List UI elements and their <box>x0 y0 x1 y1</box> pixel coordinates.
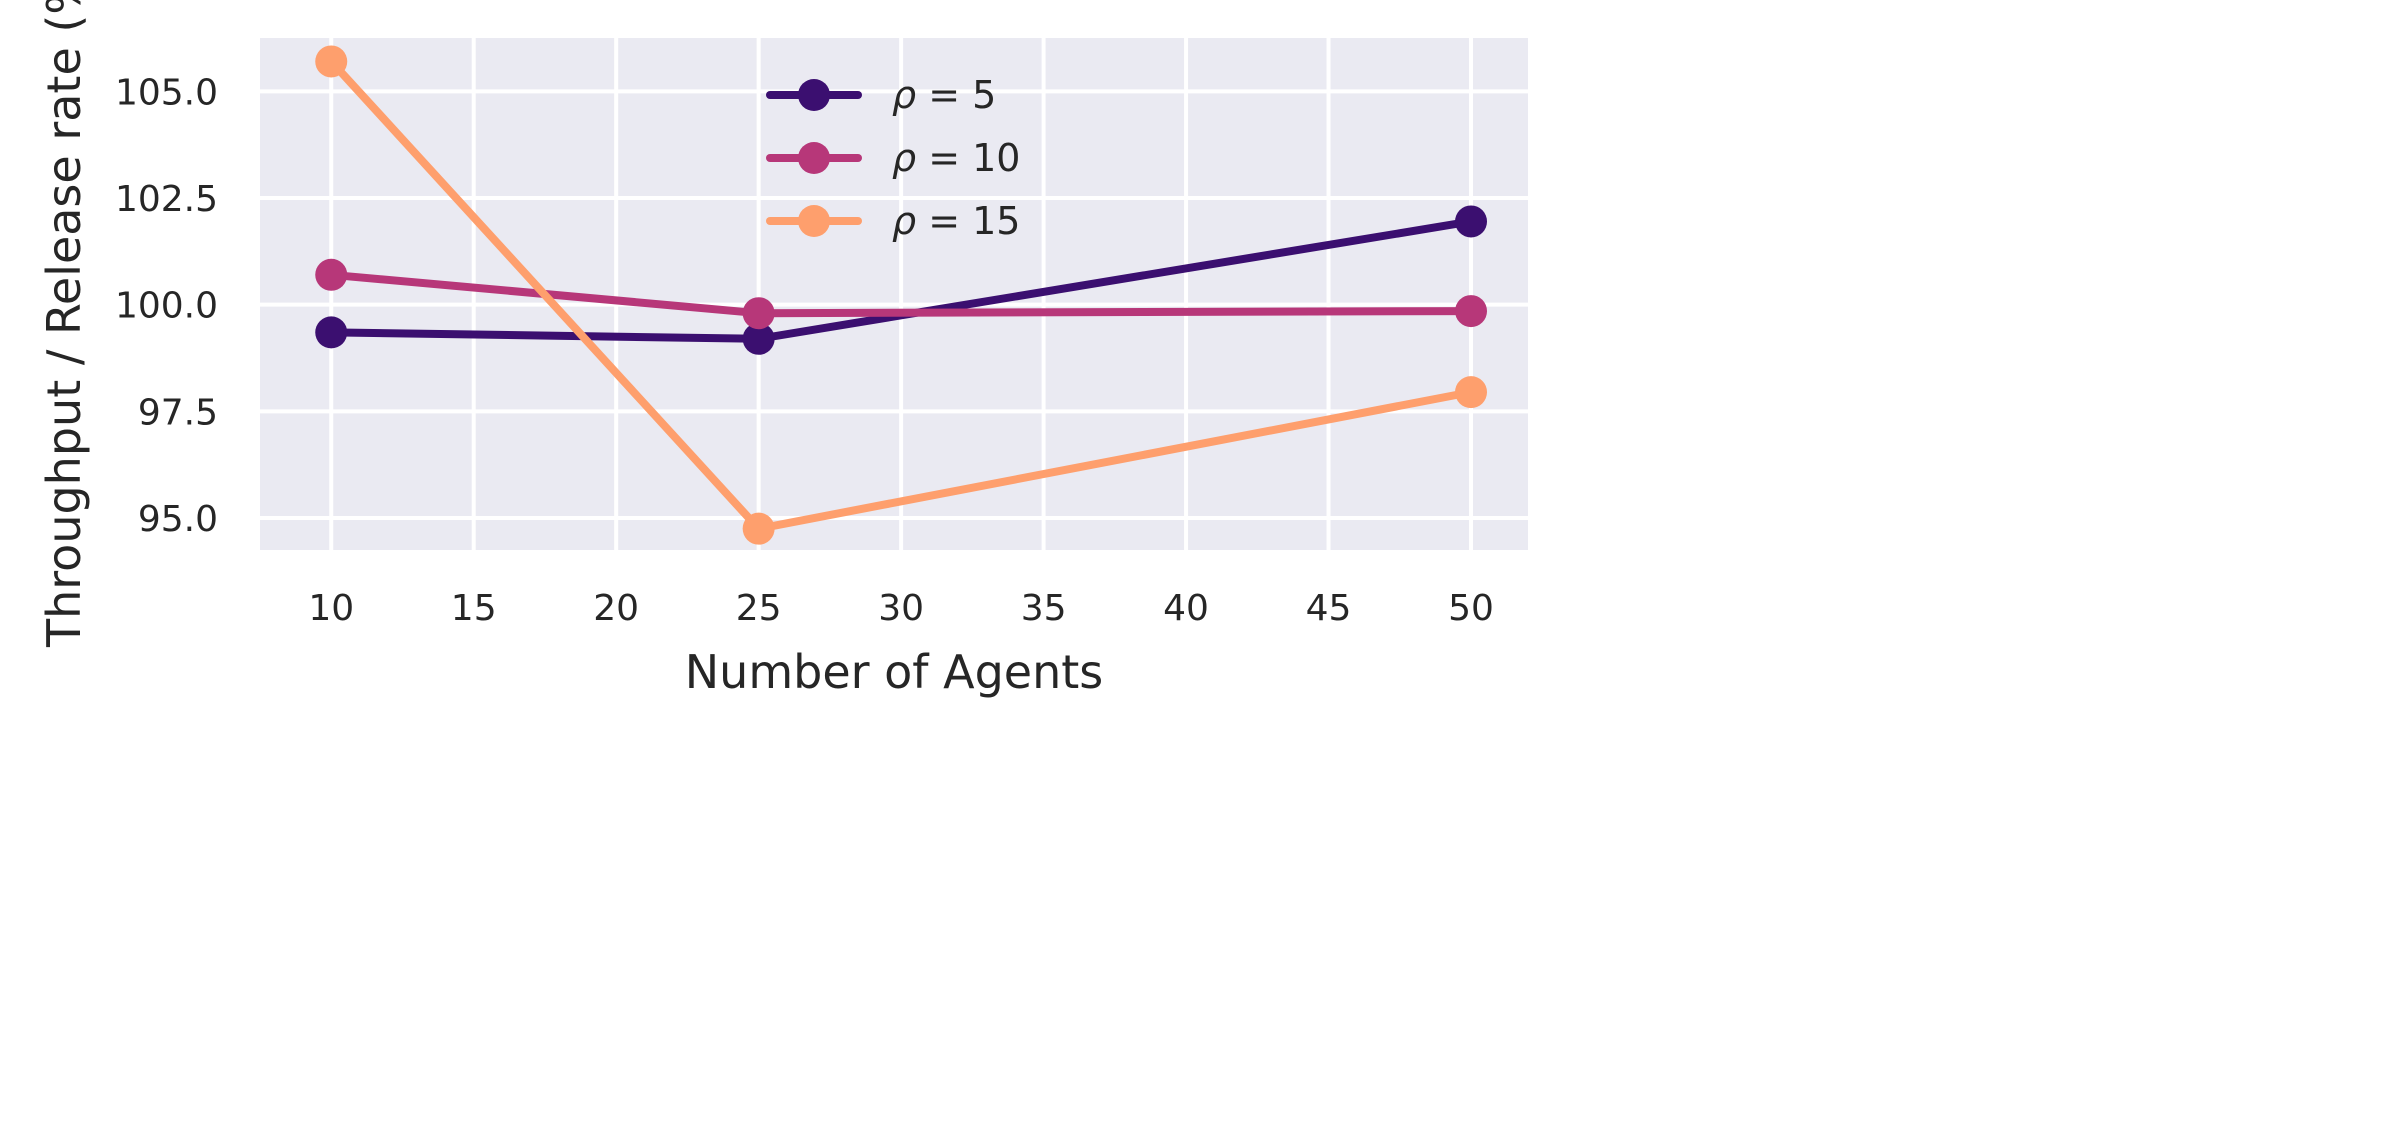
x-tick-label: 50 <box>1448 588 1494 629</box>
legend-label: ρ = 15 <box>892 199 1020 243</box>
x-tick-label: 45 <box>1306 588 1352 629</box>
x-tick-label: 10 <box>308 588 354 629</box>
x-tick-label: 30 <box>878 588 924 629</box>
grid-lines <box>260 38 1528 550</box>
y-axis-title: Throughput / Release rate (%) <box>37 0 91 648</box>
data-point <box>315 258 348 291</box>
y-axis-ticks: 95.0 97.5 100.0 102.5 105.0 <box>115 72 218 540</box>
legend-swatch-marker <box>798 142 830 174</box>
data-point <box>742 297 775 330</box>
data-point <box>1455 295 1488 328</box>
series-layer <box>315 45 1488 545</box>
series-2 <box>315 45 1488 545</box>
y-tick-label: 95.0 <box>138 499 218 540</box>
series-1 <box>315 258 1488 330</box>
data-point <box>315 316 348 349</box>
data-point <box>1455 205 1488 238</box>
series-0 <box>315 205 1488 355</box>
x-tick-label: 25 <box>736 588 782 629</box>
x-axis-ticks: 10 15 20 25 30 35 40 45 50 <box>308 588 1494 629</box>
y-tick-label: 105.0 <box>115 72 218 113</box>
x-tick-label: 40 <box>1163 588 1209 629</box>
legend-swatch-marker <box>798 205 830 237</box>
x-axis-title: Number of Agents <box>685 645 1104 699</box>
legend-item: ρ = 15 <box>766 199 1020 243</box>
x-tick-label: 15 <box>451 588 497 629</box>
chart-svg: 95.0 97.5 100.0 102.5 105.0 10 15 20 25 30 35 40 45… <box>37 0 1528 699</box>
legend-label: ρ = 5 <box>892 73 996 117</box>
data-point <box>1455 376 1488 409</box>
data-point <box>742 322 775 355</box>
legend-item: ρ = 5 <box>766 73 996 117</box>
legend-swatch-marker <box>798 79 830 111</box>
y-tick-label: 97.5 <box>138 392 218 433</box>
legend-item: ρ = 10 <box>766 136 1020 180</box>
legend-label: ρ = 10 <box>892 136 1020 180</box>
line-chart: 95.0 97.5 100.0 102.5 105.0 10 15 20 25 30 35 40 45… <box>0 0 1568 740</box>
y-tick-label: 100.0 <box>115 286 218 327</box>
legend: ρ = 5 ρ = 10 ρ = 15 <box>766 73 1020 243</box>
plot-area <box>260 38 1528 550</box>
x-tick-label: 35 <box>1021 588 1067 629</box>
y-tick-label: 102.5 <box>115 179 218 220</box>
x-tick-label: 20 <box>593 588 639 629</box>
data-point <box>742 512 775 545</box>
data-point <box>315 45 348 78</box>
